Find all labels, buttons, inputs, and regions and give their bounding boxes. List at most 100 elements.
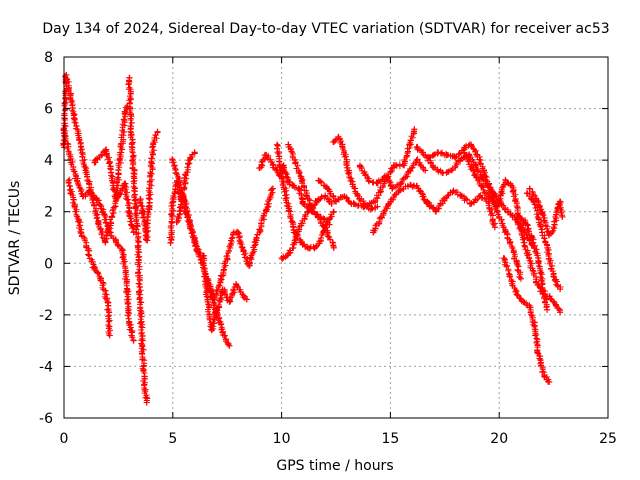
data-point — [478, 182, 485, 189]
series-track-t — [425, 141, 524, 282]
data-point — [544, 306, 551, 313]
data-point — [539, 211, 546, 218]
data-point — [95, 221, 102, 228]
data-point — [291, 157, 298, 164]
data-point — [557, 309, 564, 316]
data-point — [113, 195, 120, 202]
data-point — [524, 190, 531, 197]
data-point — [548, 265, 555, 272]
series-markers — [285, 141, 337, 251]
x-tick-label: 0 — [60, 431, 69, 447]
data-point — [84, 247, 91, 254]
data-point — [269, 162, 276, 169]
data-point — [513, 260, 520, 267]
data-point — [137, 298, 144, 305]
data-point — [245, 262, 252, 269]
data-point — [106, 332, 113, 339]
data-point — [422, 167, 429, 174]
data-point — [528, 234, 535, 241]
data-point — [341, 193, 348, 200]
data-point — [180, 193, 187, 200]
data-point — [533, 278, 540, 285]
data-point — [520, 234, 527, 241]
data-point — [526, 185, 533, 192]
data-point — [167, 239, 174, 246]
data-point — [550, 224, 557, 231]
data-point — [124, 286, 131, 293]
data-point — [433, 208, 440, 215]
data-point — [435, 149, 442, 156]
data-point — [317, 237, 324, 244]
data-point — [78, 229, 85, 236]
series-track-e — [125, 74, 151, 406]
data-point — [502, 177, 509, 184]
series-markers — [501, 255, 553, 385]
data-point — [552, 278, 559, 285]
data-point — [104, 298, 111, 305]
series-track-d — [91, 102, 131, 202]
data-point — [121, 110, 128, 117]
data-point — [274, 141, 281, 148]
data-point — [65, 177, 72, 184]
data-point — [467, 141, 474, 148]
data-point — [557, 198, 564, 205]
data-point — [130, 337, 137, 344]
data-point — [467, 200, 474, 207]
data-point — [356, 162, 363, 169]
data-point — [526, 304, 533, 311]
data-point — [406, 167, 413, 174]
data-point — [439, 170, 446, 177]
data-point — [531, 319, 538, 326]
data-point — [480, 167, 487, 174]
data-point — [476, 193, 483, 200]
data-point — [513, 291, 520, 298]
data-point — [413, 182, 420, 189]
data-point — [537, 221, 544, 228]
data-point — [513, 216, 520, 223]
data-point — [128, 131, 135, 138]
series-track-f — [137, 128, 161, 244]
data-point — [91, 159, 98, 166]
data-point — [87, 188, 94, 195]
plot-frame — [63, 56, 609, 419]
x-axis-label: GPS time / hours — [276, 458, 393, 474]
data-point — [507, 273, 514, 280]
data-point — [141, 381, 148, 388]
data-point — [285, 141, 292, 148]
data-point — [343, 162, 350, 169]
data-point — [300, 200, 307, 207]
series-track-v — [461, 149, 551, 313]
data-point — [546, 378, 553, 385]
series-markers — [60, 125, 137, 344]
data-point — [74, 177, 81, 184]
data-point — [546, 293, 553, 300]
data-point — [333, 198, 339, 205]
data-point — [450, 188, 457, 195]
data-point — [97, 275, 104, 282]
data-point — [422, 151, 429, 158]
data-point — [235, 229, 242, 236]
data-point — [391, 162, 398, 169]
data-point — [324, 185, 331, 192]
data-point — [324, 229, 331, 236]
data-point — [522, 219, 529, 226]
data-point — [420, 193, 427, 200]
data-point — [413, 144, 420, 151]
data-point — [226, 298, 233, 305]
data-point — [539, 291, 546, 298]
data-point — [93, 195, 100, 202]
series-track-u — [424, 187, 499, 231]
data-point — [520, 298, 527, 305]
data-point — [219, 329, 226, 336]
x-tick-label: 25 — [599, 431, 617, 447]
y-tick-label: -4 — [39, 359, 53, 375]
series-track-j — [204, 185, 276, 303]
data-point — [132, 203, 139, 210]
data-point — [176, 177, 183, 184]
data-point — [554, 206, 561, 213]
data-point — [106, 159, 113, 166]
data-point — [330, 244, 337, 251]
data-point — [208, 327, 215, 334]
data-point — [313, 198, 320, 205]
data-point — [389, 185, 396, 192]
